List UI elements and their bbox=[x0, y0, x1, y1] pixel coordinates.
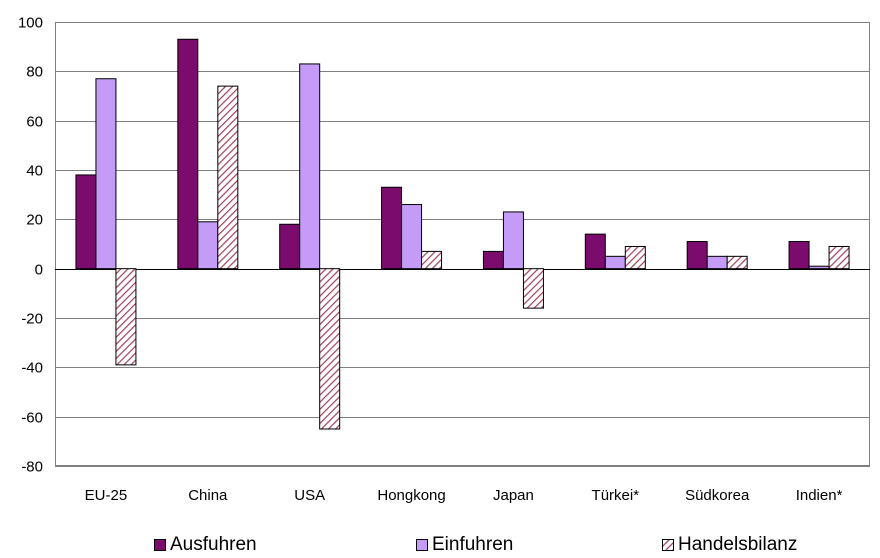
x-tick-label: Indien* bbox=[796, 487, 843, 504]
plot-area-border bbox=[55, 22, 870, 466]
legend: Ausfuhren Einfuhren Handelsbilanz bbox=[0, 534, 880, 558]
bar-einfuhren-3 bbox=[401, 204, 423, 270]
x-tick-label: USA bbox=[294, 487, 325, 504]
y-tick-label: 80 bbox=[26, 64, 43, 81]
legend-item-handelsbilanz: Handelsbilanz bbox=[662, 534, 797, 556]
bar-einfuhren-6 bbox=[706, 255, 728, 270]
x-tick-label: EU-25 bbox=[85, 487, 128, 504]
y-tick-label: 60 bbox=[26, 114, 43, 131]
y-tick-label: -40 bbox=[21, 360, 43, 377]
bar-handelsbilanz-7 bbox=[828, 245, 850, 270]
bar-einfuhren-2 bbox=[299, 63, 321, 270]
x-tick-label: Hongkong bbox=[377, 487, 445, 504]
bar-einfuhren-4 bbox=[502, 211, 524, 270]
bar-ausfuhren-7 bbox=[788, 241, 810, 270]
bar-einfuhren-0 bbox=[95, 78, 117, 270]
x-tick-label: Südkorea bbox=[685, 487, 750, 504]
bar-einfuhren-1 bbox=[197, 221, 219, 270]
bar-ausfuhren-0 bbox=[75, 174, 97, 270]
bar-ausfuhren-2 bbox=[279, 223, 301, 270]
y-tick-label: -20 bbox=[21, 311, 43, 328]
legend-label-ausfuhren: Ausfuhren bbox=[170, 534, 257, 555]
x-tick-label: Türkei* bbox=[592, 487, 640, 504]
bar-ausfuhren-3 bbox=[381, 186, 403, 270]
y-tick-label: 40 bbox=[26, 163, 43, 180]
bar-handelsbilanz-6 bbox=[726, 255, 748, 270]
gridlines bbox=[55, 22, 870, 467]
x-tick-label: China bbox=[188, 487, 228, 504]
legend-item-einfuhren: Einfuhren bbox=[416, 534, 513, 556]
bar-einfuhren-7 bbox=[808, 265, 830, 270]
bar-ausfuhren-1 bbox=[177, 38, 199, 270]
legend-swatch-einfuhren bbox=[416, 539, 428, 551]
y-tick-label: 20 bbox=[26, 212, 43, 229]
bar-handelsbilanz-1 bbox=[217, 85, 239, 270]
bar-ausfuhren-4 bbox=[482, 250, 504, 270]
x-tick-label: Japan bbox=[493, 487, 534, 504]
bar-einfuhren-5 bbox=[604, 255, 626, 270]
bar-handelsbilanz-2 bbox=[319, 268, 341, 430]
chart: 100 80 60 40 20 0 -20 -40 -60 -80 EU-25 China USA Ho… bbox=[18, 15, 870, 504]
bar-handelsbilanz-5 bbox=[624, 245, 646, 270]
bar-handelsbilanz-4 bbox=[522, 268, 544, 309]
y-tick-label: 0 bbox=[35, 262, 43, 279]
y-tick-label: -80 bbox=[21, 459, 43, 476]
bar-ausfuhren-5 bbox=[584, 233, 606, 270]
legend-swatch-handelsbilanz bbox=[662, 539, 674, 551]
bar-handelsbilanz-0 bbox=[115, 268, 137, 366]
bar-handelsbilanz-3 bbox=[421, 250, 443, 270]
bar-ausfuhren-6 bbox=[686, 241, 708, 270]
legend-item-ausfuhren: Ausfuhren bbox=[154, 534, 257, 556]
legend-label-handelsbilanz: Handelsbilanz bbox=[678, 534, 798, 555]
bars bbox=[75, 38, 850, 430]
x-tick-labels: EU-25 China USA Hongkong Japan Türkei* Südkore… bbox=[85, 487, 843, 504]
y-tick-labels: 100 80 60 40 20 0 -20 -40 -60 -80 bbox=[18, 15, 43, 476]
y-tick-label: -60 bbox=[21, 410, 43, 427]
legend-swatch-ausfuhren bbox=[154, 539, 166, 551]
y-tick-label: 100 bbox=[18, 15, 43, 32]
legend-label-einfuhren: Einfuhren bbox=[432, 534, 514, 555]
axes bbox=[55, 22, 870, 466]
